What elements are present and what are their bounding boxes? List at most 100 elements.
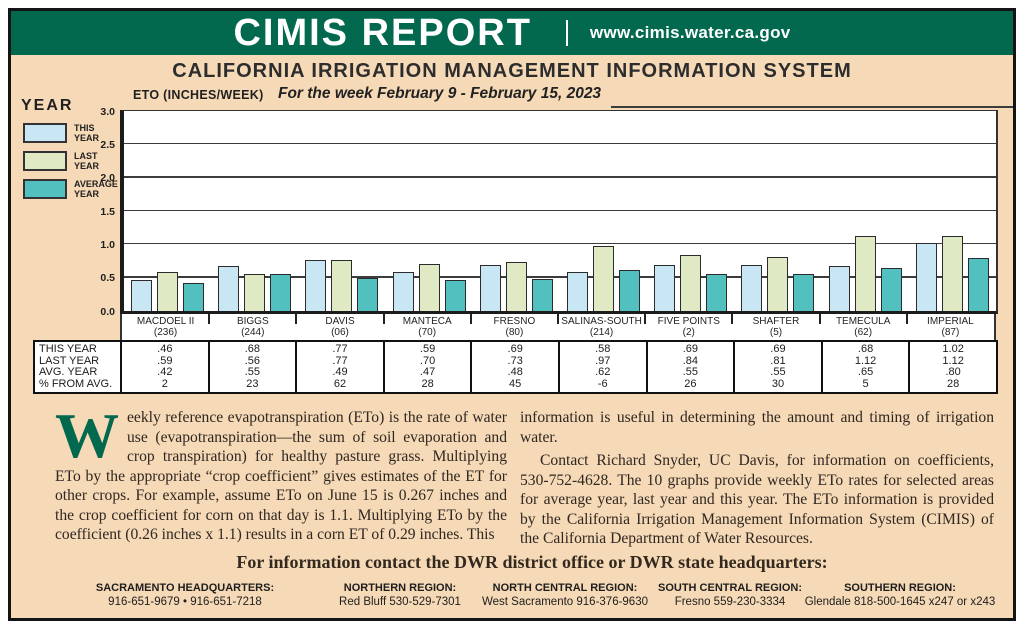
contacts-row: SACRAMENTO HEADQUARTERS: 916-651-9679 • 9… [11,582,1013,616]
bar-avg-year [531,279,553,311]
table-cell: .55 [682,366,698,378]
bar-last-year [767,257,789,311]
y-tick-label: 2.0 [100,172,115,185]
table-row-labels: THIS YEAR LAST YEAR AVG. YEAR% FROM AVG. [35,342,120,392]
gridline [124,176,996,178]
station-separator-tick [295,314,298,324]
table-cell: 23 [246,377,259,390]
average-year-swatch [23,179,67,199]
table-cell: .84 [682,354,698,367]
bar-this-year [741,265,763,311]
chart-legend: YEAR THIS YEAR LAST YEAR AVERAGE YEAR [15,97,118,199]
footer-heading: For information contact the DWR district… [236,552,828,572]
contact-name: NORTHERN REGION: [343,582,457,594]
table-row-label: AVG. YEAR [39,366,98,378]
table-cell: .46 [157,343,173,355]
bar-this-year [305,259,327,311]
bar-last-year [418,264,440,311]
bar-this-year [828,265,850,311]
bar-group [124,111,211,311]
contact-column: NORTH CENTRAL REGION: West Sacramento 916… [482,582,648,608]
table-column: .59.70.47 28 [382,342,471,392]
table-cell: -6 [597,377,608,390]
table-cell: 28 [947,377,960,390]
gridline [124,209,996,211]
table-cell: .69 [770,343,786,355]
gridline [124,142,996,145]
bar-group [822,111,909,311]
bar-this-year [218,265,240,311]
station-label: MACDOEL II (236) [122,314,209,340]
contact-name: SACRAMENTO HEADQUARTERS: [95,582,275,594]
table-cell: 1.12 [854,354,877,367]
bar-avg-year [706,274,728,311]
bar-avg-year [270,274,292,311]
station-number: (2) [682,327,695,338]
station-name: MACDOEL II [136,316,195,327]
station-separator-tick [818,314,821,324]
bar-last-year [505,262,527,311]
table-column: .68 1.12.65 5 [820,342,909,392]
bar-avg-year [357,278,379,311]
plot-area [120,110,998,314]
bar-avg-year [967,257,989,311]
table-cell: .55 [244,366,261,378]
station-number: (70) [418,327,437,338]
table-cell: .55 [770,366,786,378]
station-label: DAVIS (06) [296,314,383,340]
report-page: CIMIS REPORT www.cimis.water.ca.gov CALI… [8,8,1016,621]
table-column: .69.81.55 30 [733,342,821,392]
station-name: IMPERIAL [927,316,974,327]
report-title: CIMIS REPORT [233,12,532,54]
contact-column: NORTHERN REGION: Red Bluff 530-529-7301 [339,582,461,608]
table-row-label: THIS YEAR [39,343,97,355]
bar-this-year [392,271,414,311]
station-name: DAVIS [325,316,355,327]
bar-last-year [593,246,614,311]
legend-item-this-year: THIS YEAR [15,123,115,143]
last-year-swatch [23,151,67,171]
table-cell: .68 [244,343,261,355]
contact-column: SOUTH CENTRAL REGION: Fresno 559-230-3334 [658,582,802,608]
bar-group [298,111,385,311]
table-cell: .62 [595,366,611,378]
station-label: MANTECA (70) [384,314,471,340]
station-label: FIVE POINTS (2) [645,314,732,340]
bar-this-year [567,272,588,311]
y-tick-label: 0.5 [100,272,115,285]
station-name: FRESNO [493,316,536,327]
bar-this-year [915,243,937,311]
bar-avg-year [793,274,815,311]
station-number: (80) [505,327,524,338]
bar-last-year [854,236,876,311]
table-column: .58.97.62 -6 [557,342,646,392]
table-cell: 30 [771,377,785,390]
table-cell: .47 [419,366,436,378]
legend-label: LAST YEAR [74,151,100,171]
station-name: SALINAS-SOUTH [561,316,642,327]
table-row-label: % FROM AVG. [39,377,113,390]
bar-group [386,111,473,311]
station-separator-tick [469,314,472,324]
station-number: (62) [854,327,873,338]
table-cell: .49 [332,366,348,378]
this-year-swatch [23,123,67,143]
station-number: (244) [241,327,265,338]
drop-cap: W [55,400,119,471]
contact-name: SOUTHERN REGION: [844,582,956,594]
station-separator-tick [644,314,647,324]
station-name: SHAFTER [752,316,800,327]
table-cell: .80 [945,366,961,378]
bar-last-year [157,271,178,311]
legend-label: THIS YEAR [74,123,100,143]
table-cell: .59 [419,343,436,355]
bar-last-year [244,273,266,311]
station-label: SALINAS-SOUTH (214) [558,314,645,340]
table-column: .69.73.48 45 [470,342,558,392]
table-cell: 1.12 [942,354,964,367]
station-separator-tick [208,314,211,324]
table-column: 1.02 1.12.80 28 [908,342,996,392]
bar-this-year [479,265,501,311]
table-cell: 28 [421,377,434,390]
